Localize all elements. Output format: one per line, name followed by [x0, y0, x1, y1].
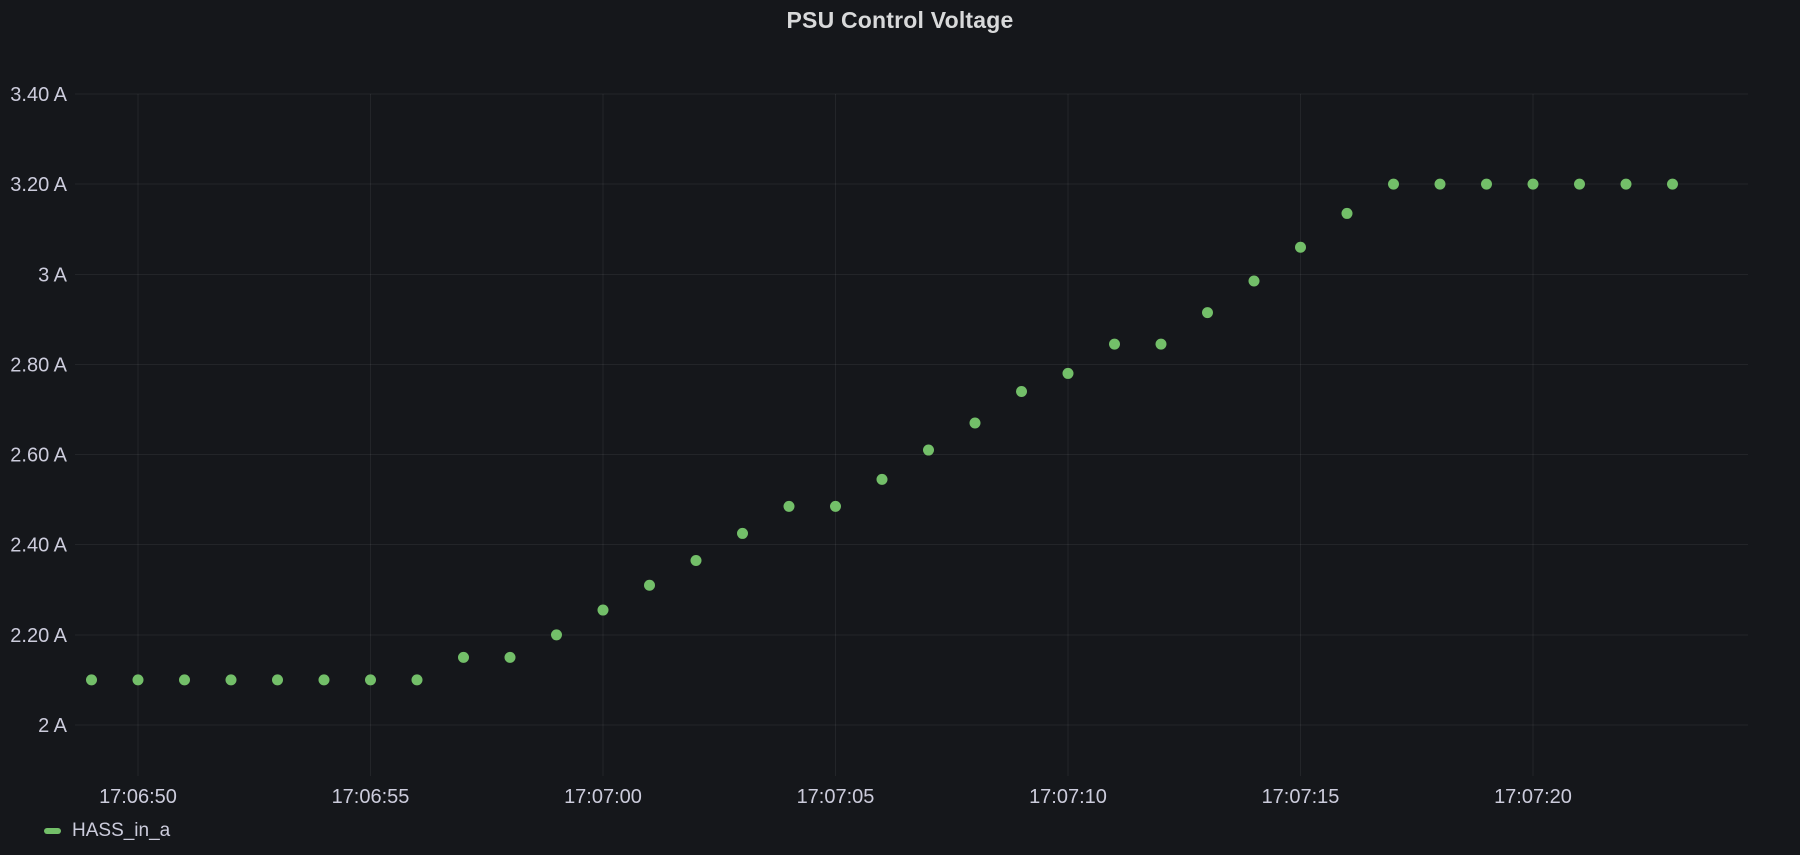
data-point-HASS_in_a[interactable]: [830, 500, 841, 512]
data-point-HASS_in_a[interactable]: [1574, 178, 1585, 190]
x-axis-tick-label: 17:07:00: [564, 786, 642, 808]
data-point-HASS_in_a[interactable]: [458, 651, 469, 663]
y-axis-tick-label: 3.20 A: [10, 174, 67, 196]
data-point-HASS_in_a[interactable]: [86, 674, 97, 686]
data-point-HASS_in_a[interactable]: [179, 674, 190, 686]
data-point-HASS_in_a[interactable]: [1388, 178, 1399, 190]
data-point-HASS_in_a[interactable]: [923, 444, 934, 456]
data-point-HASS_in_a[interactable]: [365, 674, 376, 686]
data-point-HASS_in_a[interactable]: [1155, 338, 1167, 350]
y-axis-tick-label: 2.20 A: [10, 625, 67, 647]
y-axis-tick-label: 3.40 A: [10, 84, 67, 106]
data-point-HASS_in_a[interactable]: [1062, 367, 1074, 379]
x-axis-tick-label: 17:06:50: [99, 786, 177, 808]
data-point-HASS_in_a[interactable]: [132, 674, 144, 686]
data-point-HASS_in_a[interactable]: [272, 674, 283, 686]
data-point-HASS_in_a[interactable]: [1248, 275, 1260, 287]
legend: HASS_in_a: [44, 817, 170, 845]
data-point-HASS_in_a[interactable]: [597, 604, 609, 616]
data-point-HASS_in_a[interactable]: [783, 500, 795, 512]
x-axis-tick-label: 17:07:05: [797, 786, 875, 808]
data-point-HASS_in_a[interactable]: [737, 527, 748, 539]
data-point-HASS_in_a[interactable]: [1527, 178, 1539, 190]
data-point-HASS_in_a[interactable]: [551, 629, 562, 641]
data-point-HASS_in_a[interactable]: [1109, 338, 1120, 350]
y-axis-tick-label: 2.80 A: [10, 354, 67, 376]
data-point-HASS_in_a[interactable]: [318, 674, 330, 686]
data-point-HASS_in_a[interactable]: [1620, 178, 1632, 190]
data-point-HASS_in_a[interactable]: [690, 554, 702, 566]
data-point-HASS_in_a[interactable]: [1295, 241, 1306, 253]
y-axis-tick-label: 2 A: [38, 715, 68, 737]
y-axis-tick-label: 3 A: [38, 264, 68, 286]
data-point-HASS_in_a[interactable]: [876, 473, 888, 485]
panel-title: PSU Control Voltage: [786, 7, 1014, 33]
x-axis-tick-label: 17:07:20: [1494, 786, 1572, 808]
y-axis-tick-label: 2.60 A: [10, 445, 67, 467]
legend-item-hass-in-a[interactable]: HASS_in_a: [44, 821, 170, 841]
data-point-HASS_in_a[interactable]: [969, 417, 981, 429]
y-axis-tick-label: 2.40 A: [10, 535, 67, 557]
data-point-HASS_in_a[interactable]: [1481, 178, 1492, 190]
data-point-HASS_in_a[interactable]: [411, 674, 423, 686]
data-point-HASS_in_a[interactable]: [225, 674, 237, 686]
psu-control-voltage-chart: 3.40 A 3.20 A 3 A 2.80 A 2.60 A 2.40 A 2.20 A 2…: [10, 84, 1748, 808]
data-point-HASS_in_a[interactable]: [1202, 307, 1213, 319]
legend-series-color-swatch: [44, 828, 61, 834]
data-point-HASS_in_a[interactable]: [1016, 385, 1027, 397]
legend-series-label: HASS_in_a: [72, 820, 171, 841]
x-axis-tick-label: 17:06:55: [332, 786, 410, 808]
data-point-HASS_in_a[interactable]: [644, 579, 655, 591]
data-point-HASS_in_a[interactable]: [1667, 178, 1678, 190]
data-point-HASS_in_a[interactable]: [1341, 207, 1353, 219]
data-point-HASS_in_a[interactable]: [1434, 178, 1446, 190]
x-axis-tick-label: 17:07:15: [1262, 786, 1340, 808]
data-point-HASS_in_a[interactable]: [504, 651, 516, 663]
x-axis-tick-label: 17:07:10: [1029, 786, 1107, 808]
